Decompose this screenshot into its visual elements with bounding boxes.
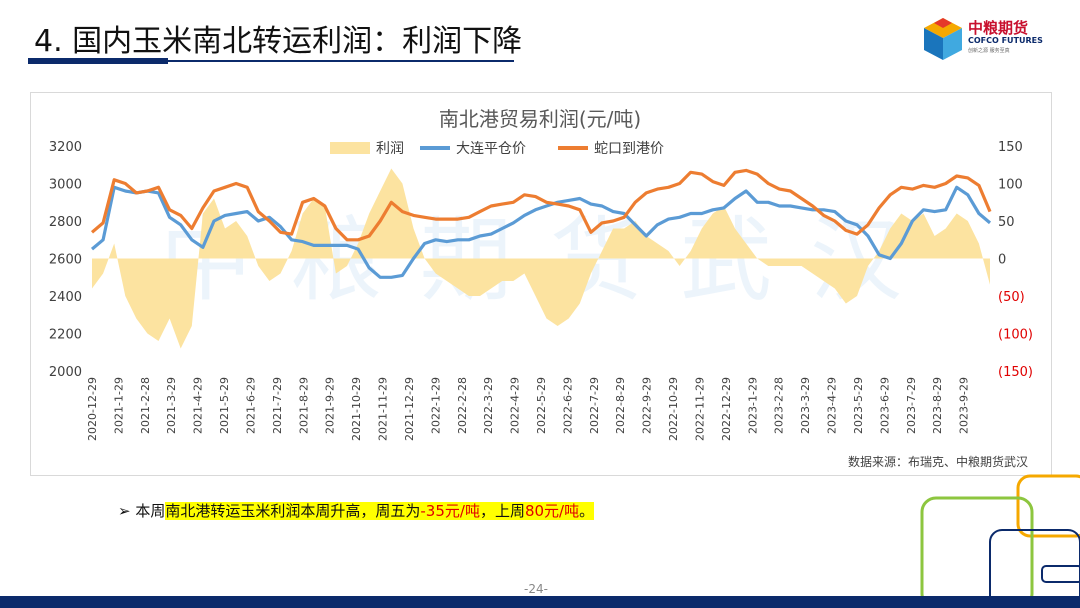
legend-label-dalian: 大连平仓价 [456, 141, 526, 157]
x-tick-label: 2021-9-29 [324, 377, 337, 434]
y-left-tick-label: 2800 [49, 215, 82, 230]
x-tick-label: 2022-7-29 [588, 377, 601, 434]
summary-bullet: ➢ 本周南北港转运玉米利润本周升高，周五为-35元/吨，上周80元/吨。 [118, 500, 595, 521]
bottom-bar [0, 596, 1080, 608]
x-tick-label: 2022-11-29 [694, 377, 707, 441]
series-shekou-line [90, 168, 992, 242]
series-dalian-line [90, 185, 992, 279]
logo-slogan-text: 创新之源 服务至真 [968, 48, 1010, 54]
x-tick-label: 2023-1-29 [746, 377, 759, 434]
x-tick-label: 2022-8-29 [614, 377, 627, 434]
x-tick-label: 2021-12-29 [403, 377, 416, 441]
y-left-tick-label: 2200 [49, 328, 82, 343]
x-tick-label: 2022-12-29 [720, 377, 733, 441]
x-tick-label: 2023-6-29 [878, 377, 891, 434]
series-profit-area [92, 168, 990, 349]
x-tick-label: 2023-4-29 [826, 377, 839, 434]
y-left-tick-label: 3000 [49, 178, 82, 193]
title-underline-accent [28, 58, 168, 64]
x-tick-label: 2021-2-28 [139, 377, 152, 434]
x-tick-label: 2023-9-29 [958, 377, 971, 434]
x-tick-label: 2021-6-29 [245, 377, 258, 434]
y-right-tick-label: (150) [998, 365, 1033, 380]
x-tick-label: 2021-1-29 [112, 377, 125, 434]
x-tick-label: 2021-11-29 [377, 377, 390, 441]
x-tick-label: 2021-10-29 [350, 377, 363, 441]
logo-en-text: COFCO FUTURES [968, 36, 1043, 45]
bullet-highlight-1: 南北港转运玉米利润本周升高，周五为 [165, 502, 421, 520]
x-tick-label: 2022-10-29 [667, 377, 680, 441]
x-tick-label: 2023-2-28 [773, 377, 786, 434]
y-right-tick-label: 50 [998, 215, 1015, 230]
corner-decoration [920, 474, 1080, 600]
y-left-tick-label: 3200 [49, 140, 82, 155]
chart-title: 南北港贸易利润(元/吨) [439, 107, 641, 131]
bullet-prefix: 本周 [135, 502, 166, 520]
bullet-marker: ➢ [118, 502, 131, 520]
x-tick-label: 2022-4-29 [509, 377, 522, 434]
x-tick-label: 2021-7-29 [271, 377, 284, 434]
x-tick-label: 2021-8-29 [297, 377, 310, 434]
bullet-highlight-2: ，上周 [479, 502, 525, 520]
x-tick-label: 2022-5-29 [535, 377, 548, 434]
x-tick-label: 2022-3-29 [482, 377, 495, 434]
x-tick-label: 2021-5-29 [218, 377, 231, 434]
y-left-tick-label: 2400 [49, 290, 82, 305]
page-number: -24- [524, 582, 548, 596]
x-tick-label: 2022-6-29 [561, 377, 574, 434]
legend-label-shekou: 蛇口到港价 [594, 141, 664, 157]
bullet-value-last-week: 80元/吨 [524, 502, 580, 520]
y-right-tick-label: 100 [998, 178, 1023, 193]
y-left-tick-label: 2000 [49, 365, 82, 380]
y-left-tick-label: 2600 [49, 253, 82, 268]
y-right-tick-label: 150 [998, 140, 1023, 155]
slide-title: 4. 国内玉米南北转运利润：利润下降 [34, 24, 523, 59]
x-tick-label: 2020-12-29 [86, 377, 99, 441]
bullet-value-this-week: -35元/吨 [420, 502, 480, 520]
y-right-tick-label: (100) [998, 328, 1033, 343]
cofco-logo-icon [924, 18, 962, 60]
source-note: 数据来源：布瑞克、中粮期货武汉 [848, 454, 1028, 469]
x-tick-label: 2022-1-29 [429, 377, 442, 434]
logo-cn-text: 中粮期货 [968, 19, 1029, 37]
profit-chart: 中粮期货武汉南北港贸易利润(元/吨)利润大连平仓价蛇口到港价2000220024… [49, 107, 1033, 469]
bullet-highlight-3: 。 [579, 502, 595, 520]
x-tick-label: 2022-2-28 [456, 377, 469, 434]
legend-swatch-profit [330, 142, 370, 154]
x-tick-label: 2022-9-29 [641, 377, 654, 434]
x-tick-label: 2023-7-29 [905, 377, 918, 434]
x-tick-label: 2021-4-29 [192, 377, 205, 434]
title-underline [28, 60, 514, 62]
x-tick-label: 2023-5-29 [852, 377, 865, 434]
x-tick-label: 2021-3-29 [165, 377, 178, 434]
x-tick-label: 2023-8-29 [931, 377, 944, 434]
legend-label-profit: 利润 [376, 141, 404, 157]
y-right-tick-label: 0 [998, 253, 1006, 268]
x-tick-label: 2023-3-29 [799, 377, 812, 434]
y-right-tick-label: (50) [998, 290, 1025, 305]
